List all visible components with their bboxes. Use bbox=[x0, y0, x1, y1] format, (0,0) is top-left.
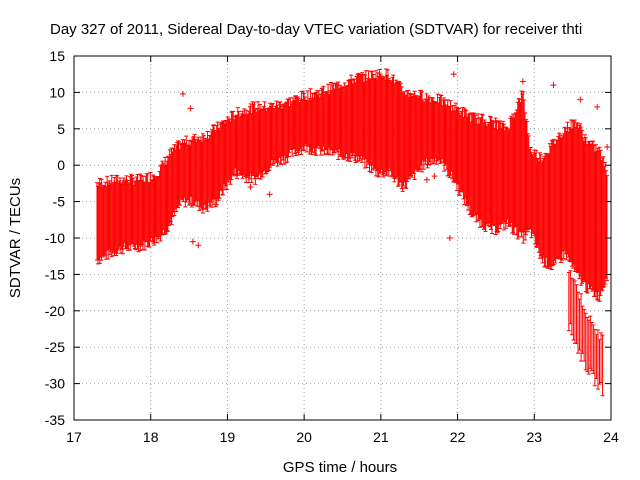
y-tick-label: 5 bbox=[57, 121, 65, 137]
y-axis-label: SDTVAR / TECUs bbox=[7, 178, 24, 298]
x-axis-label: GPS time / hours bbox=[283, 459, 397, 476]
x-tick-label: 20 bbox=[296, 429, 312, 445]
y-tick-label: -15 bbox=[45, 266, 65, 282]
y-tick-label: -25 bbox=[45, 339, 65, 355]
y-tick-label: 15 bbox=[49, 48, 65, 64]
y-tick-label: -5 bbox=[53, 194, 66, 210]
y-tick-label: -20 bbox=[45, 303, 65, 319]
x-tick-label: 19 bbox=[220, 429, 236, 445]
x-tick-label: 18 bbox=[143, 429, 159, 445]
chart-title: Day 327 of 2011, Sidereal Day-to-day VTE… bbox=[50, 21, 582, 38]
y-tick-label: -35 bbox=[45, 412, 65, 428]
x-tick-label: 24 bbox=[603, 429, 619, 445]
y-tick-label: 0 bbox=[57, 157, 65, 173]
y-tick-label: -30 bbox=[45, 376, 65, 392]
x-tick-label: 23 bbox=[526, 429, 542, 445]
axis-ticks: 17 18 19 20 21 22 23 24 -35 -30 -25 -20 -15 -10 -5 0 5 10… bbox=[45, 48, 619, 445]
y-tick-label: 10 bbox=[49, 84, 65, 100]
x-tick-label: 22 bbox=[450, 429, 466, 445]
x-tick-label: 17 bbox=[66, 429, 82, 445]
y-tick-label: -10 bbox=[45, 230, 65, 246]
x-tick-label: 21 bbox=[373, 429, 389, 445]
plot-area bbox=[95, 68, 611, 397]
